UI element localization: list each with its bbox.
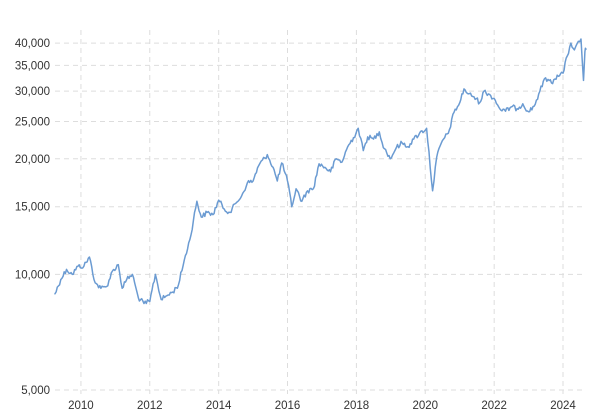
series-layer	[54, 38, 587, 305]
x-tick-label: 2020	[412, 400, 438, 412]
y-tick-label: 25,000	[15, 117, 50, 129]
x-tick-label: 2024	[550, 400, 576, 412]
x-tick-label: 2018	[344, 400, 370, 412]
series-line-0	[54, 38, 587, 305]
x-tick-label: 2022	[481, 400, 507, 412]
y-tick-label: 30,000	[15, 86, 50, 98]
grid	[55, 30, 586, 394]
x-tick-label: 2010	[68, 400, 94, 412]
y-tick-label: 5,000	[21, 385, 50, 397]
y-tick-label: 20,000	[15, 154, 50, 166]
y-tick-label: 15,000	[15, 202, 50, 214]
y-tick-label: 35,000	[15, 60, 50, 72]
x-axis-tick-labels: 2010 2012 2014 2016 2018 2020 2022 2024	[68, 400, 576, 412]
y-tick-label: 40,000	[15, 38, 50, 50]
x-tick-label: 2014	[206, 400, 232, 412]
x-tick-label: 2012	[137, 400, 163, 412]
y-tick-label: 10,000	[15, 269, 50, 281]
x-tick-label: 2016	[275, 400, 301, 412]
y-axis-tick-labels: 5,000 10,000 15,000 20,000 25,000 30,000 35,00…	[15, 38, 50, 397]
